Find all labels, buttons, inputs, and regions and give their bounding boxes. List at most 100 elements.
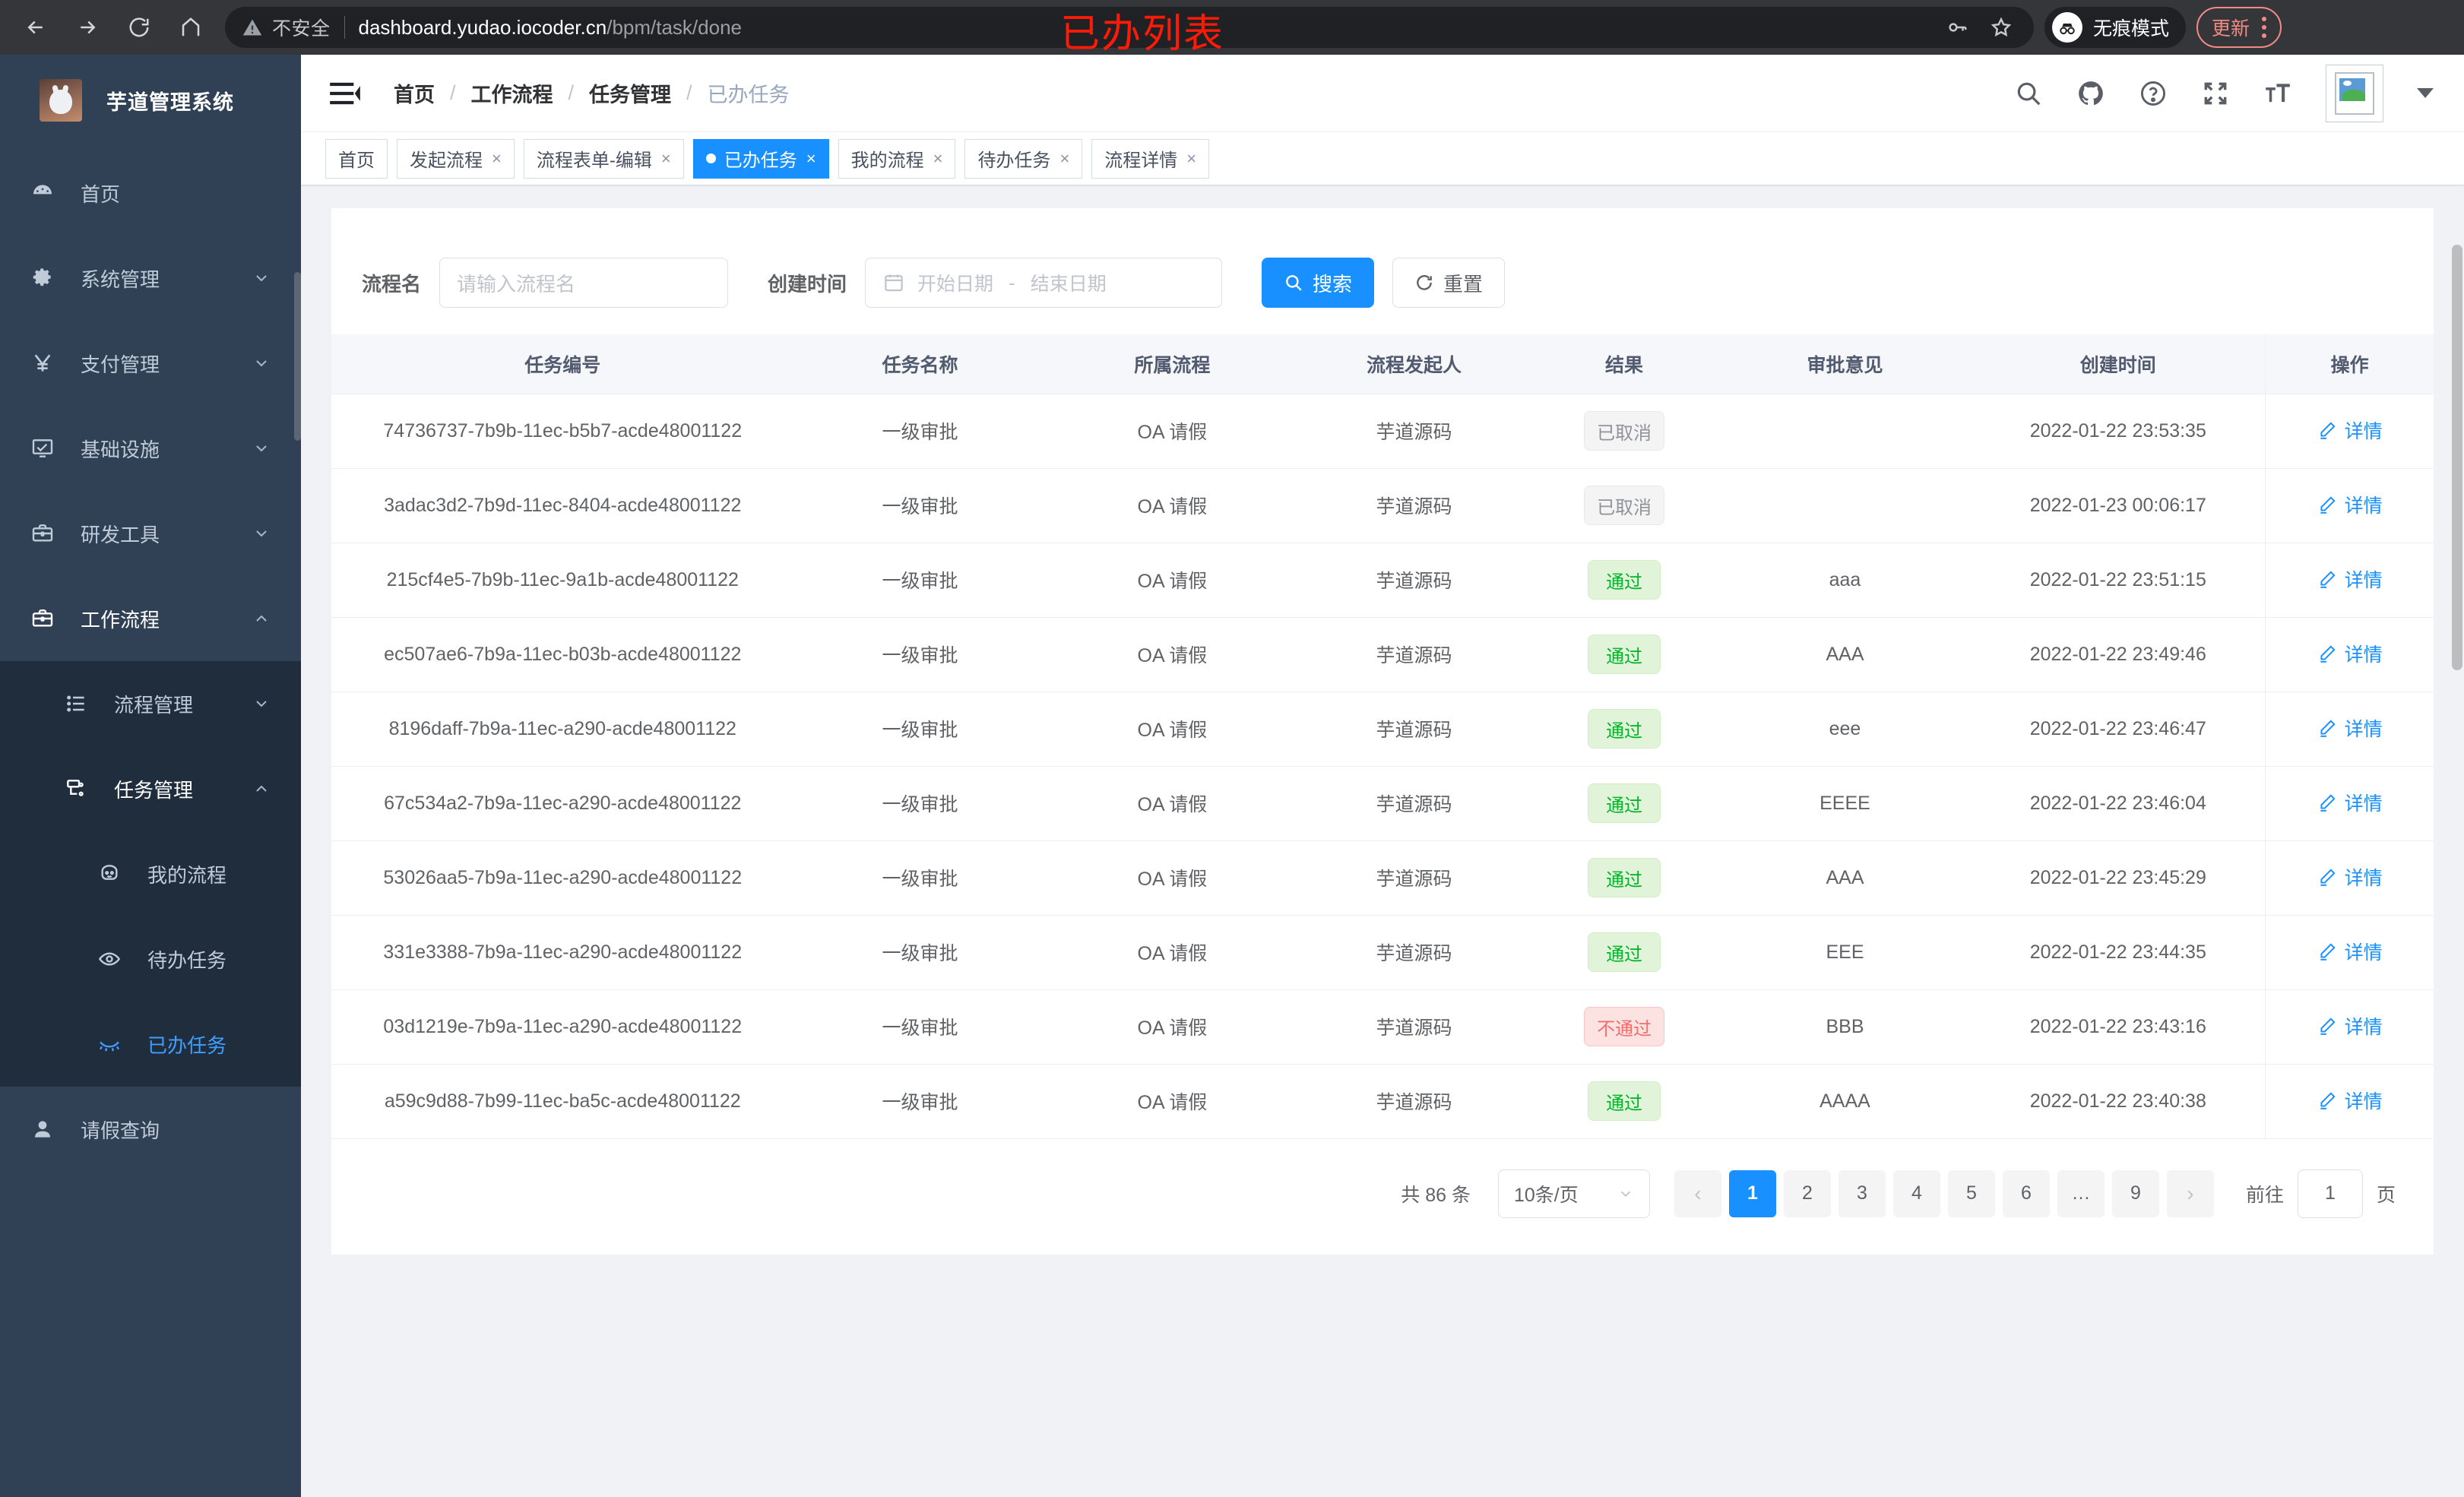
sidebar-item-done-task[interactable]: 已办任务 [0,1002,301,1087]
sidebar-item-label: 基础设施 [81,438,160,461]
prev-page-button[interactable]: ‹ [1674,1169,1721,1217]
cell-result: 通过 [1529,692,1719,767]
detail-button[interactable]: 详情 [2317,1012,2383,1040]
sidebar-item-pay[interactable]: 支付管理 [0,321,301,406]
page-button-5[interactable]: 5 [1947,1169,1995,1217]
page-button-3[interactable]: 3 [1838,1169,1886,1217]
sidebar-item-task-manage[interactable]: 任务管理 [0,746,301,831]
sidebar-item-leave-query[interactable]: 请假查询 [0,1087,301,1172]
sidebar-toggle-icon[interactable] [330,77,363,110]
pagination-total: 共 86 条 [1401,1184,1471,1206]
cell-process: OA 请假 [1046,915,1299,990]
page-button-6[interactable]: 6 [2002,1169,2050,1217]
close-icon[interactable]: × [660,148,671,168]
fullscreen-icon[interactable] [2201,79,2230,108]
close-icon[interactable]: × [1186,148,1197,168]
chrome-menu-icon[interactable] [2262,17,2267,38]
close-icon[interactable]: × [492,148,502,168]
search-button[interactable]: 搜索 [1262,258,1375,308]
sidebar-item-label: 工作流程 [81,608,160,631]
brand[interactable]: 芋道管理系统 [0,55,301,146]
date-range-picker[interactable]: 开始日期 - 结束日期 [865,258,1223,308]
close-icon[interactable]: × [1059,148,1070,168]
search-icon[interactable] [2014,79,2043,108]
chevron-down-icon [256,530,267,537]
star-icon[interactable] [1990,16,2013,39]
briefcase-icon [30,521,70,546]
back-button[interactable] [14,5,58,49]
table-body: 74736737-7b9b-11ec-b5b7-acde48001122 一级审批… [331,394,2434,1139]
cell-opinion: eee [1718,692,1972,767]
detail-button[interactable]: 详情 [2317,714,2383,742]
detail-button[interactable]: 详情 [2317,938,2383,965]
sidebar-item-home[interactable]: 首页 [0,150,301,236]
arrow-left-icon [27,21,43,34]
key-icon[interactable] [1946,16,1968,39]
sidebar-item-workflow[interactable]: 工作流程 [0,576,301,661]
avatar[interactable] [2326,64,2383,122]
reset-button[interactable]: 重置 [1392,258,1506,308]
update-button[interactable]: 更新 [2196,7,2282,48]
detail-button[interactable]: 详情 [2317,863,2383,891]
cell-task-id: 53026aa5-7b9a-11ec-a290-acde48001122 [331,840,794,916]
cell-create-time: 2022-01-22 23:44:35 [1971,915,2266,990]
cell-result: 通过 [1529,1064,1719,1139]
sidebar-item-system[interactable]: 系统管理 [0,236,301,321]
tag-my-process[interactable]: 我的流程 × [838,138,956,179]
breadcrumb-item[interactable]: 任务管理 [589,84,672,106]
goto-input[interactable]: 1 [2297,1169,2363,1218]
close-icon[interactable]: × [933,148,943,168]
sidebar-item-devtools[interactable]: 研发工具 [0,491,301,576]
detail-button[interactable]: 详情 [2317,491,2383,518]
cell-task-name: 一级审批 [793,915,1047,990]
chevron-up-icon [256,785,267,792]
edit-icon [2320,422,2336,439]
page-ellipsis[interactable]: … [2057,1169,2105,1217]
address-bar[interactable]: 不安全 dashboard.yudao.iocoder.cn /bpm/task… [225,7,2034,48]
font-size-icon[interactable] [2263,79,2292,108]
sidebar-scrollbar[interactable] [294,272,301,441]
page-button-9[interactable]: 9 [2111,1169,2159,1217]
sidebar-item-infrastructure[interactable]: 基础设施 [0,406,301,491]
cell-task-name: 一级审批 [793,989,1047,1065]
breadcrumb-item[interactable]: 首页 [394,84,435,106]
github-icon[interactable] [2076,79,2105,108]
reload-button[interactable] [117,5,161,49]
tag-process-detail[interactable]: 流程详情 × [1091,138,1210,179]
detail-button[interactable]: 详情 [2317,565,2383,593]
forward-button[interactable] [65,5,109,49]
search-form: 流程名 请输入流程名 创建时间 开始日期 - 结束日期 搜索 [331,239,2434,321]
tag-home[interactable]: 首页 [325,138,388,179]
tag-process-form-edit[interactable]: 流程表单-编辑 × [523,138,684,179]
page-button-2[interactable]: 2 [1783,1169,1831,1217]
search-input[interactable]: 请输入流程名 [439,258,729,308]
detail-button[interactable]: 详情 [2317,1087,2383,1114]
help-icon[interactable] [2139,79,2168,108]
detail-button[interactable]: 详情 [2317,416,2383,444]
home-button[interactable] [169,5,213,49]
tag-todo-task[interactable]: 待办任务 × [964,138,1083,179]
page-scrollbar[interactable] [2452,245,2462,670]
tag-done-task[interactable]: 已办任务 × [692,138,829,179]
next-page-button[interactable]: › [2166,1169,2214,1217]
sidebar-item-my-process[interactable]: 我的流程 [0,831,301,916]
face-icon [97,862,137,886]
detail-label: 详情 [2344,1017,2383,1038]
page-button-4[interactable]: 4 [1892,1169,1940,1217]
sidebar-item-todo-task[interactable]: 待办任务 [0,916,301,1002]
page-size-select[interactable]: 10条/页 [1497,1169,1650,1218]
tag-start-process[interactable]: 发起流程 × [397,138,515,179]
detail-button[interactable]: 详情 [2317,789,2383,816]
status-badge: 不通过 [1584,1007,1665,1046]
omnibox-actions [1946,16,2017,39]
page-button-1[interactable]: 1 [1728,1169,1776,1217]
close-icon[interactable]: × [806,148,816,168]
table-row: a59c9d88-7b99-11ec-ba5c-acde48001122 一级审批… [331,1064,2434,1139]
chevron-down-icon[interactable] [2417,88,2434,98]
sidebar-item-process-manage[interactable]: 流程管理 [0,661,301,746]
breadcrumb-item[interactable]: 工作流程 [470,84,553,106]
detail-button[interactable]: 详情 [2317,640,2383,667]
incognito-indicator[interactable]: 无痕模式 [2044,7,2187,48]
briefcase-icon [30,606,70,631]
page-size-value: 10条/页 [1513,1184,1579,1206]
